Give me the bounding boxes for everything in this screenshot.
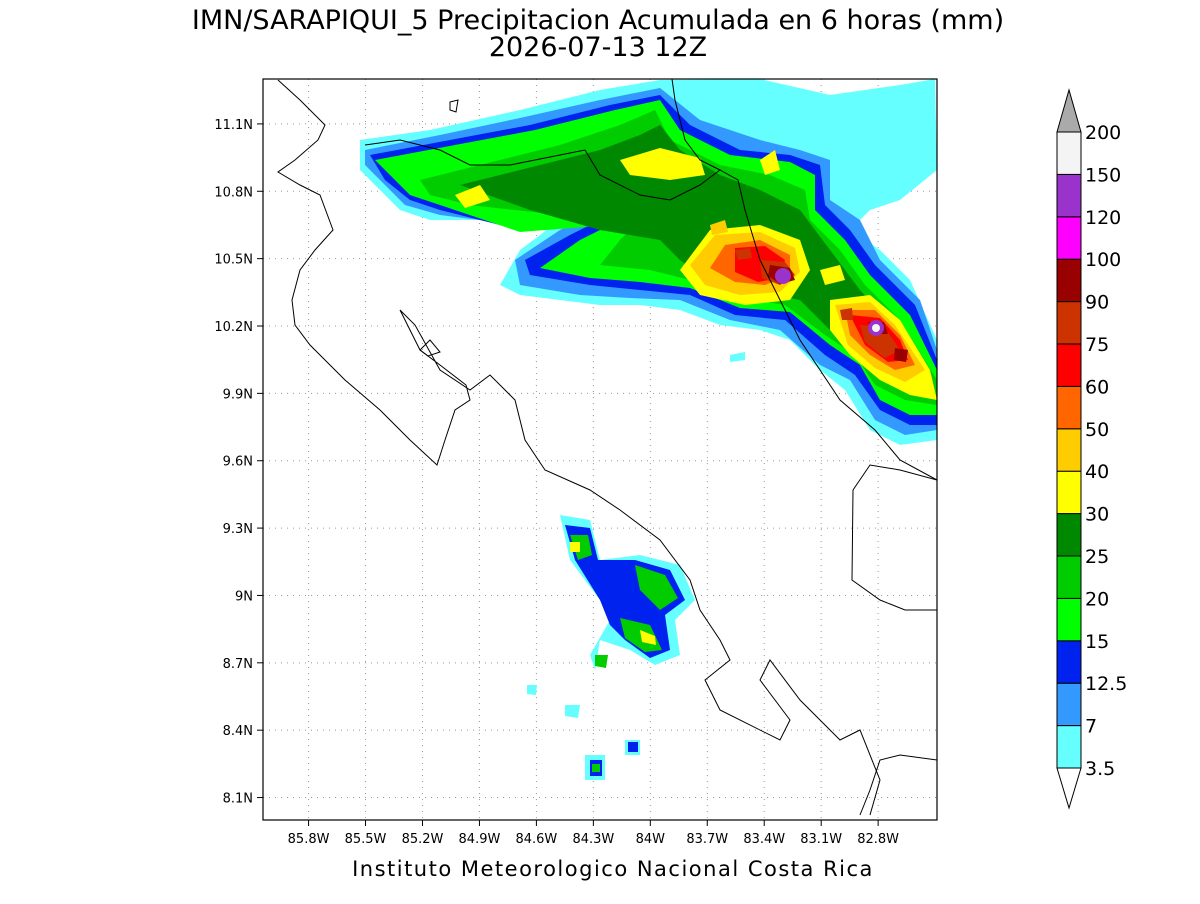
colorbar-box [1056,428,1082,472]
colorbar-label: 100 [1085,249,1121,271]
coastline [277,79,937,816]
x-tick-label: 83.1W [800,832,842,847]
plot-frame [262,78,938,821]
x-tick-label: 84.6W [515,832,557,847]
colorbar-over [1056,88,1082,133]
y-tick-label: 8.4N [223,724,253,739]
y-tick-label: 10.8N [214,185,253,200]
colorbar-box [1056,682,1082,727]
map-subtitle: 2026-07-13 12Z [489,32,707,63]
colorbar-label: 3.5 [1085,758,1115,780]
colorbar-box [1056,173,1082,218]
colorbar-under [1056,767,1082,810]
y-tick-label: 9.9N [223,387,253,402]
colorbar-box [1056,385,1082,430]
colorbar-label: 15 [1085,631,1109,653]
axis-ticks: 85.8W 85.5W 85.2W 84.9W 84.6W 84.3W 84W 83.7W 83… [214,118,899,847]
colorbar: 3.5 7 12.5 15 20 25 30 40 50 60 75 90 100 120 150 200 [1056,88,1127,810]
colorbar-label: 40 [1085,461,1109,483]
colorbar-label: 25 [1085,546,1109,568]
colorbar-label: 120 [1085,207,1121,229]
y-tick-label: 11.1N [214,118,253,133]
colorbar-box [1056,258,1082,303]
colorbar-label: 90 [1085,292,1109,314]
colorbar-label: 7 [1085,716,1097,738]
y-tick-label: 8.7N [223,657,253,672]
colorbar-label: 20 [1085,588,1109,610]
x-tick-label: 82.8W [857,832,899,847]
colorbar-box [1056,555,1082,599]
colorbar-label: 200 [1085,122,1121,144]
y-tick-label: 10.2N [214,320,253,335]
colorbar-box [1056,470,1082,515]
x-tick-label: 83.7W [686,832,728,847]
footer: Instituto Meteorologico Nacional Costa R… [352,857,874,881]
x-tick-label: 85.8W [288,832,330,847]
precipitation-field [360,79,937,780]
colorbar-label: 12.5 [1085,673,1127,695]
colorbar-box [1056,725,1082,769]
colorbar-label: 150 [1085,164,1121,186]
x-tick-label: 84.3W [572,832,614,847]
x-tick-label: 84W [636,832,666,847]
colorbar-box [1056,343,1082,387]
x-tick-label: 85.5W [345,832,387,847]
y-tick-label: 8.1N [223,792,253,807]
colorbar-label: 60 [1085,376,1109,398]
plot-area [263,79,937,820]
y-tick-label: 9.6N [223,455,253,470]
colorbar-box [1056,131,1082,175]
x-tick-label: 85.2W [402,832,444,847]
y-tick-label: 10.5N [214,253,253,268]
colorbar-box [1056,216,1082,260]
colorbar-label: 75 [1085,334,1109,356]
x-tick-label: 84.9W [459,832,501,847]
colorbar-box [1056,597,1082,642]
map-title: IMN/SARAPIQUI_5 Precipitacion Acumulada … [192,5,1004,36]
colorbar-box [1056,640,1082,684]
y-tick-label: 9.3N [223,522,253,537]
colorbar-label: 50 [1085,419,1109,441]
colorbar-label: 30 [1085,504,1109,526]
y-tick-label: 9N [235,589,253,604]
colorbar-box [1056,513,1082,557]
colorbar-box [1056,301,1082,345]
x-tick-label: 83.4W [743,832,785,847]
